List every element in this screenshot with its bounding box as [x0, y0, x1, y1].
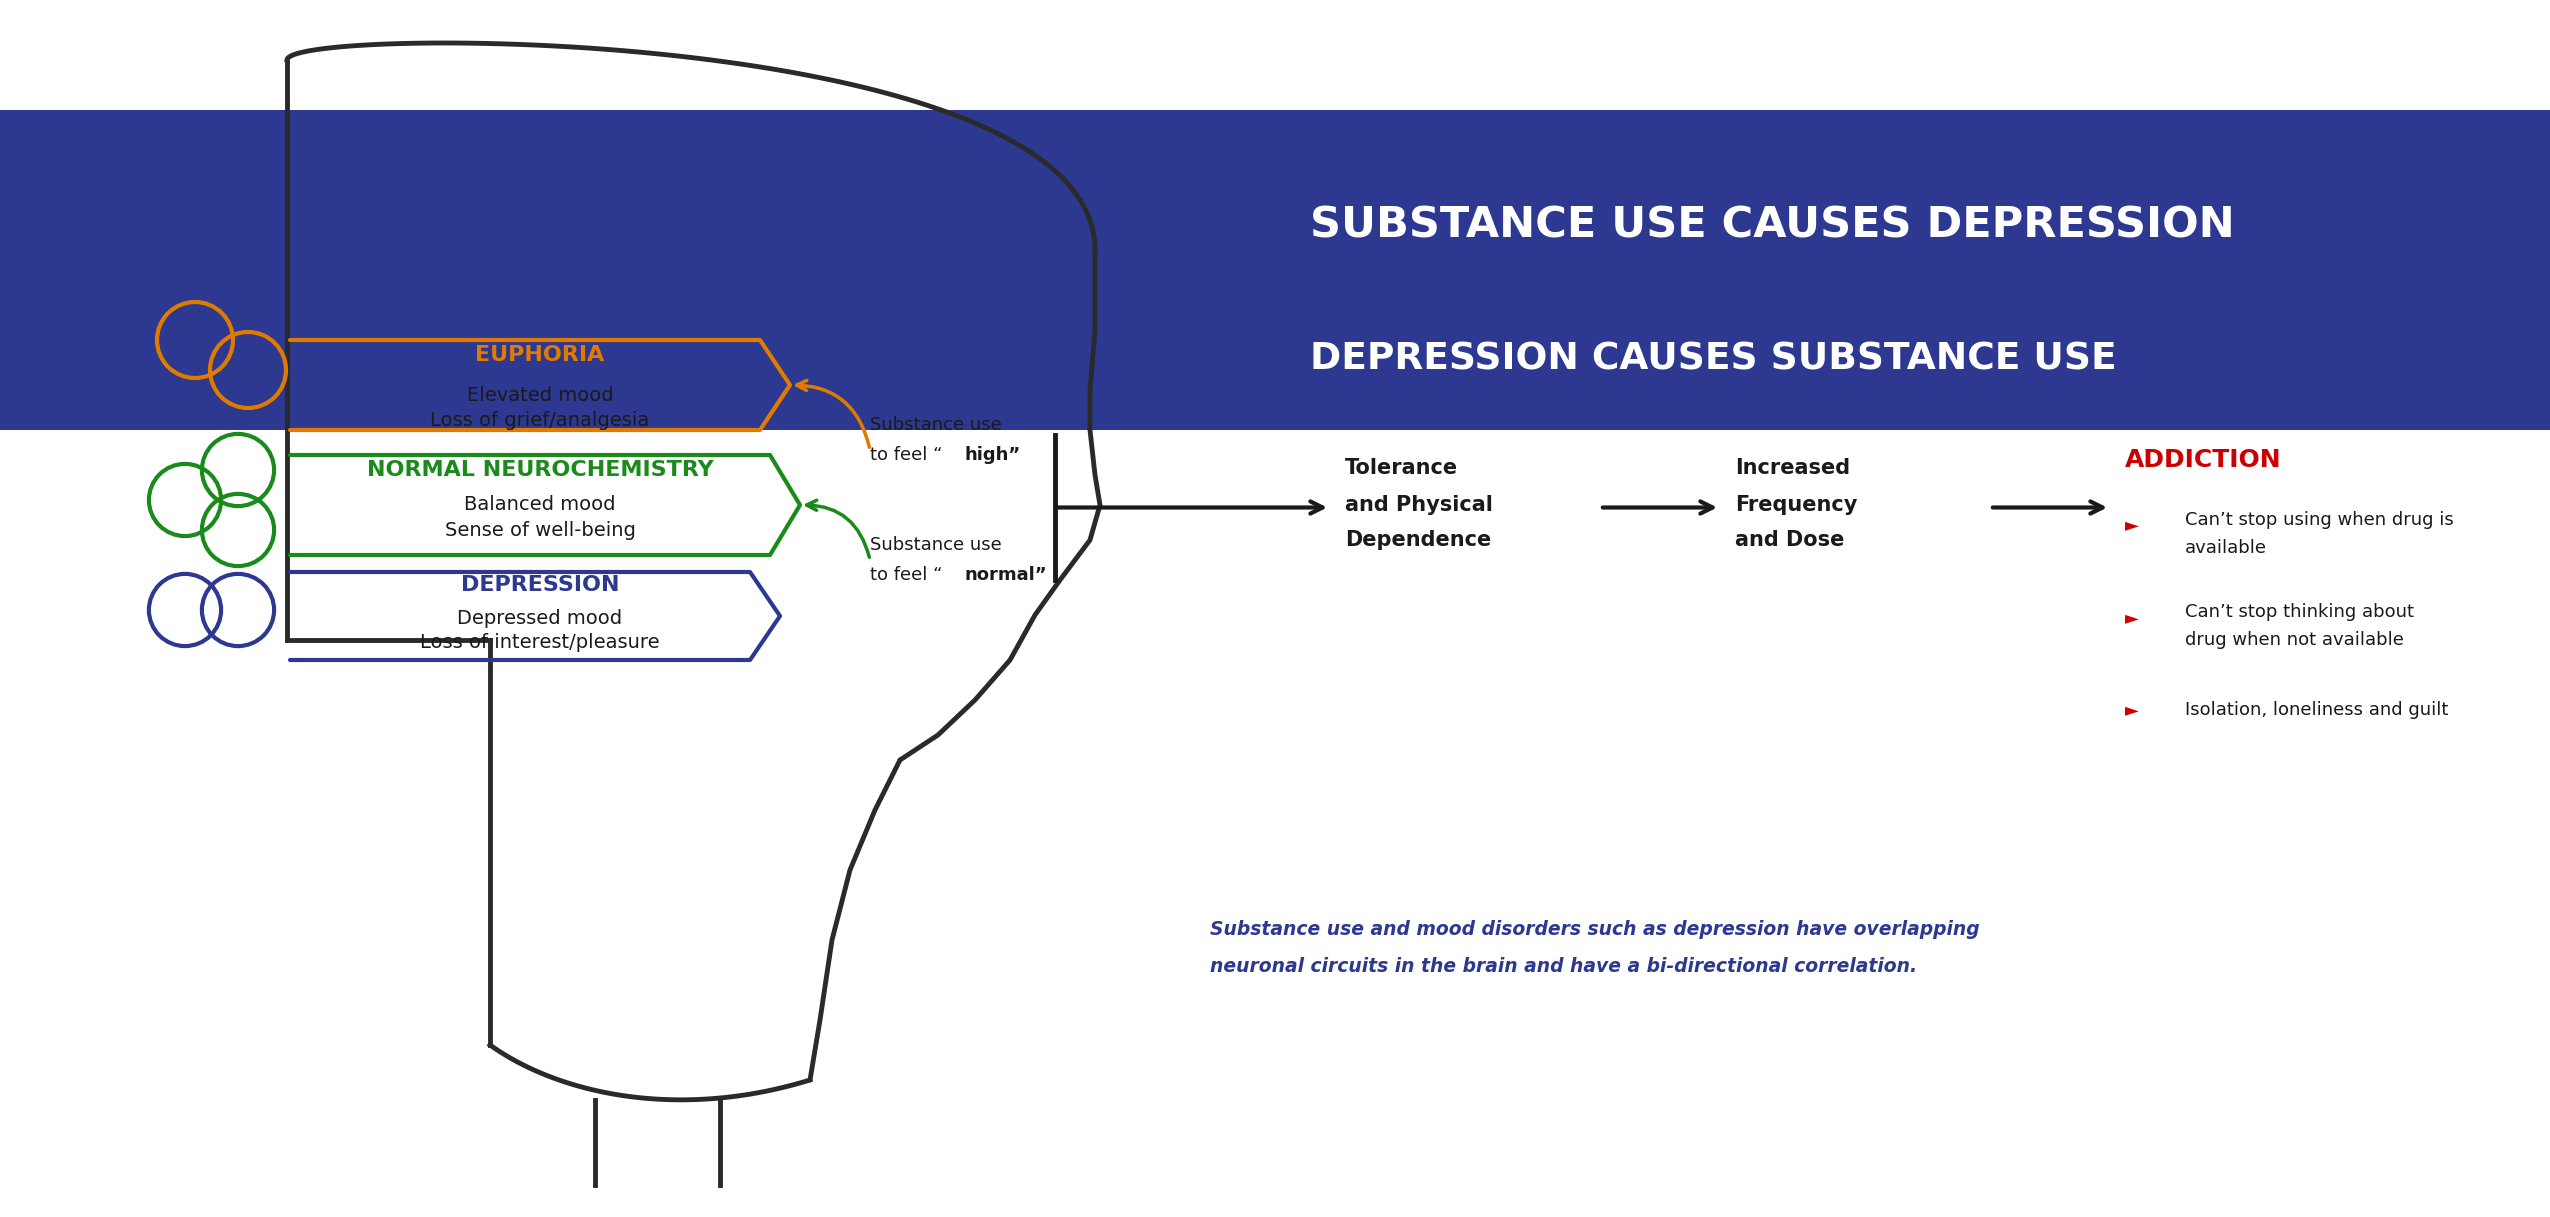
Bar — [0, 110, 2550, 430]
Text: Loss of interest/pleasure: Loss of interest/pleasure — [421, 634, 660, 652]
Text: Can’t stop using when drug is: Can’t stop using when drug is — [2185, 511, 2453, 529]
Text: ►: ► — [2124, 608, 2139, 627]
Text: available: available — [2185, 539, 2267, 557]
Text: to feel “: to feel “ — [870, 445, 944, 464]
Text: Depressed mood: Depressed mood — [456, 608, 622, 628]
Text: Elevated mood: Elevated mood — [467, 386, 615, 404]
Text: ADDICTION: ADDICTION — [2124, 448, 2282, 472]
Text: EUPHORIA: EUPHORIA — [474, 344, 604, 365]
Text: NORMAL NEUROCHEMISTRY: NORMAL NEUROCHEMISTRY — [367, 460, 714, 479]
Text: SUBSTANCE USE CAUSES DEPRESSION: SUBSTANCE USE CAUSES DEPRESSION — [1311, 204, 2234, 246]
Text: ►: ► — [2124, 516, 2139, 534]
Text: Dependence: Dependence — [1344, 529, 1492, 550]
Text: Can’t stop thinking about: Can’t stop thinking about — [2185, 602, 2415, 621]
Text: Frequency: Frequency — [1734, 495, 1856, 515]
Text: Loss of grief/analgesia: Loss of grief/analgesia — [431, 410, 650, 430]
Text: Isolation, loneliness and guilt: Isolation, loneliness and guilt — [2185, 701, 2448, 719]
Text: Substance use: Substance use — [870, 535, 1002, 554]
Text: and Dose: and Dose — [1734, 529, 1844, 550]
Text: high”: high” — [964, 445, 1020, 464]
Text: neuronal circuits in the brain and have a bi-directional correlation.: neuronal circuits in the brain and have … — [1211, 958, 1918, 976]
Text: drug when not available: drug when not available — [2185, 630, 2405, 649]
Text: and Physical: and Physical — [1344, 495, 1492, 515]
Text: DEPRESSION CAUSES SUBSTANCE USE: DEPRESSION CAUSES SUBSTANCE USE — [1311, 342, 2116, 378]
Text: Substance use: Substance use — [870, 416, 1002, 434]
Text: Substance use and mood disorders such as depression have overlapping: Substance use and mood disorders such as… — [1211, 920, 1979, 940]
Text: Sense of well-being: Sense of well-being — [444, 521, 635, 539]
Text: ►: ► — [2124, 701, 2139, 719]
Text: to feel “: to feel “ — [870, 566, 944, 584]
Text: normal”: normal” — [964, 566, 1048, 584]
Text: DEPRESSION: DEPRESSION — [462, 574, 620, 595]
Text: Increased: Increased — [1734, 458, 1851, 478]
Text: Tolerance: Tolerance — [1344, 458, 1459, 478]
Text: Balanced mood: Balanced mood — [464, 495, 615, 515]
